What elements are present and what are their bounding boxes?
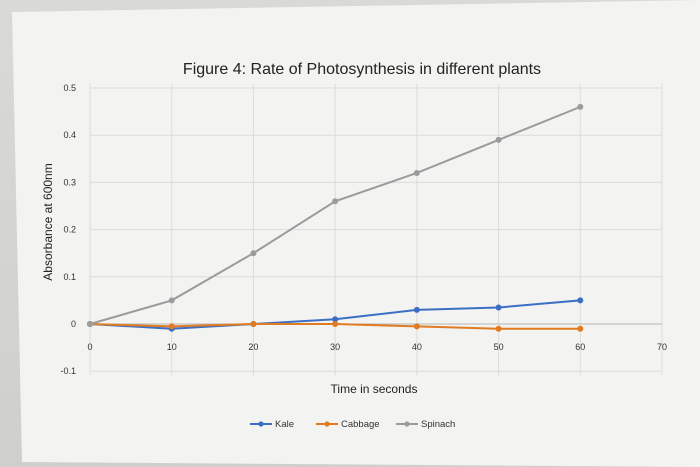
y-tick-label: 0.5 [63, 83, 76, 93]
x-tick-label: 50 [494, 342, 504, 352]
legend: Kale Cabbage Spinach [250, 419, 455, 430]
y-tick-label: 0 [71, 319, 76, 329]
legend-label-cabbage: Cabbage [341, 419, 380, 430]
data-point-spinach [413, 169, 420, 176]
tick-labels: -0.1 0 0.1 0.2 0.3 0.4 0.5 0 10 20 30 40 50 60 70 [60, 83, 667, 376]
chart-title: Figure 4: Rate of Photosynthesis in diff… [183, 61, 541, 78]
data-point-spinach [168, 297, 175, 304]
data-point-cabbage [577, 325, 584, 332]
data-point-cabbage [413, 323, 420, 330]
x-tick-label: 70 [657, 342, 667, 352]
data-point-kale [495, 304, 502, 311]
data-point-spinach [495, 136, 502, 143]
legend-marker-cabbage [324, 421, 330, 427]
x-tick-label: 0 [87, 342, 92, 352]
gridlines [89, 84, 663, 376]
x-axis-label: Time in seconds [331, 382, 418, 396]
legend-marker-spinach [404, 421, 410, 427]
y-tick-label: 0.1 [63, 272, 76, 282]
x-tick-label: 30 [330, 342, 340, 352]
data-point-spinach [577, 103, 584, 110]
legend-marker-kale [258, 421, 264, 427]
data-point-spinach [250, 250, 257, 257]
data-point-cabbage [495, 325, 502, 332]
y-tick-label: 0.3 [63, 177, 76, 187]
y-tick-label: 0.2 [63, 225, 76, 235]
legend-label-spinach: Spinach [421, 419, 455, 430]
y-axis-label: Absorbance at 600nm [41, 163, 55, 280]
chart-background [12, 0, 700, 467]
data-point-cabbage [168, 323, 175, 330]
data-point-cabbage [332, 321, 339, 327]
legend-label-kale: Kale [275, 419, 294, 430]
x-tick-label: 40 [412, 342, 422, 352]
data-point-kale [577, 297, 584, 304]
x-tick-label: 60 [575, 342, 585, 352]
x-tick-label: 20 [248, 342, 258, 352]
data-point-spinach [332, 198, 339, 205]
x-tick-label: 10 [167, 342, 177, 352]
data-point-kale [413, 306, 420, 313]
data-point-spinach [87, 321, 93, 327]
data-point-kale [332, 316, 339, 323]
y-tick-label: -0.1 [60, 366, 76, 376]
y-tick-label: 0.4 [63, 130, 76, 140]
data-point-cabbage [250, 321, 257, 327]
series-lines [87, 103, 584, 332]
